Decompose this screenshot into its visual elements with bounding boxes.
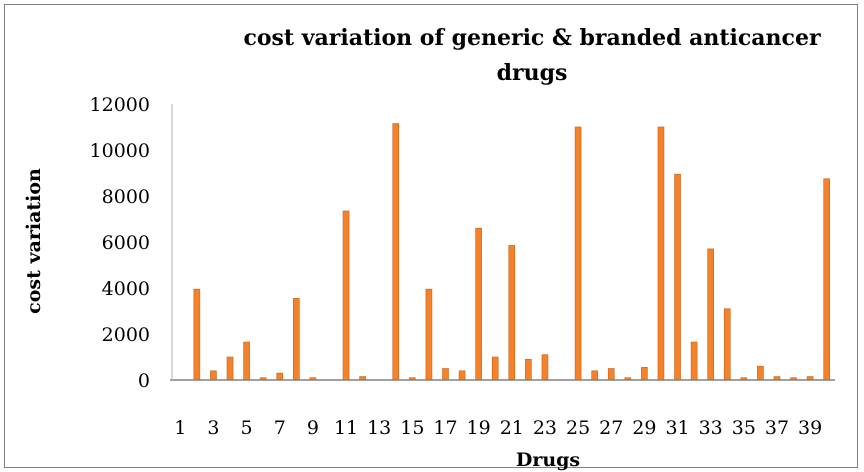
bar-drug-20 bbox=[491, 356, 499, 381]
bar-drug-32 bbox=[690, 341, 698, 381]
bar-drug-4 bbox=[226, 356, 234, 381]
chart-frame bbox=[4, 4, 858, 468]
x-tick-label: 23 bbox=[533, 417, 557, 439]
x-tick-label: 1 bbox=[174, 417, 186, 439]
x-tick-label: 33 bbox=[699, 417, 723, 439]
bar-drug-40 bbox=[823, 178, 831, 381]
bar-drug-34 bbox=[723, 308, 731, 381]
chart-title: cost variation of generic & branded anti… bbox=[243, 25, 821, 86]
bar-drug-14 bbox=[392, 123, 400, 381]
bar-drug-29 bbox=[641, 367, 648, 381]
x-tick-label: 15 bbox=[400, 417, 424, 439]
y-tick-label: 0 bbox=[138, 370, 150, 392]
bar-drug-18 bbox=[458, 370, 466, 381]
y-tick-label: 12000 bbox=[90, 94, 150, 116]
x-tick-label: 21 bbox=[500, 417, 524, 439]
x-tick-label: 39 bbox=[798, 417, 822, 439]
x-axis-ticks: 1 3 5 7 9 11 13 15 17 19 21 23 25 27 29 31 33 35 37 39 bbox=[174, 417, 822, 439]
bar-drug-16 bbox=[425, 288, 433, 381]
y-axis-ticks: 0 2000 4000 6000 8000 10000 12000 bbox=[90, 94, 150, 392]
x-tick-label: 31 bbox=[665, 417, 689, 439]
bar-drug-19 bbox=[475, 227, 482, 381]
chart-title-line-1: cost variation of generic & branded anti… bbox=[243, 25, 821, 51]
y-tick-label: 8000 bbox=[102, 186, 150, 208]
x-tick-label: 3 bbox=[207, 417, 219, 439]
bar-drug-27 bbox=[607, 368, 615, 381]
x-tick-label: 25 bbox=[566, 417, 590, 439]
bars bbox=[193, 123, 831, 381]
bar-drug-25 bbox=[574, 126, 582, 381]
y-tick-label: 4000 bbox=[102, 278, 150, 300]
y-tick-label: 2000 bbox=[102, 324, 150, 346]
x-tick-label: 11 bbox=[334, 417, 358, 439]
x-tick-label: 7 bbox=[274, 417, 286, 439]
bar-drug-2 bbox=[193, 288, 201, 381]
y-axis-label: cost variation bbox=[23, 168, 45, 314]
bar-drug-3 bbox=[210, 370, 217, 381]
bar-drug-30 bbox=[657, 126, 665, 381]
bar-drug-31 bbox=[674, 173, 681, 381]
bar-drug-17 bbox=[442, 368, 449, 381]
x-tick-label: 9 bbox=[307, 417, 319, 439]
chart-title-line-2: drugs bbox=[497, 60, 568, 86]
y-tick-label: 6000 bbox=[102, 232, 150, 254]
y-tick-label: 10000 bbox=[90, 140, 150, 162]
bar-drug-26 bbox=[591, 370, 598, 381]
x-tick-label: 37 bbox=[765, 417, 789, 439]
x-tick-label: 29 bbox=[632, 417, 656, 439]
bar-drug-7 bbox=[276, 372, 284, 381]
bar-drug-22 bbox=[525, 358, 532, 381]
x-axis-label: Drugs bbox=[516, 449, 580, 471]
x-tick-label: 27 bbox=[599, 417, 623, 439]
bar-drug-8 bbox=[293, 298, 300, 381]
bar-drug-36 bbox=[757, 365, 764, 381]
x-tick-label: 19 bbox=[467, 417, 491, 439]
bar-drug-33 bbox=[707, 248, 714, 381]
bar-drug-5 bbox=[243, 341, 250, 381]
x-tick-label: 5 bbox=[241, 417, 253, 439]
x-tick-label: 13 bbox=[367, 417, 391, 439]
bar-drug-21 bbox=[508, 245, 516, 381]
x-tick-label: 17 bbox=[433, 417, 457, 439]
bar-drug-11 bbox=[342, 210, 350, 381]
x-tick-label: 35 bbox=[732, 417, 756, 439]
bar-drug-23 bbox=[541, 354, 549, 381]
